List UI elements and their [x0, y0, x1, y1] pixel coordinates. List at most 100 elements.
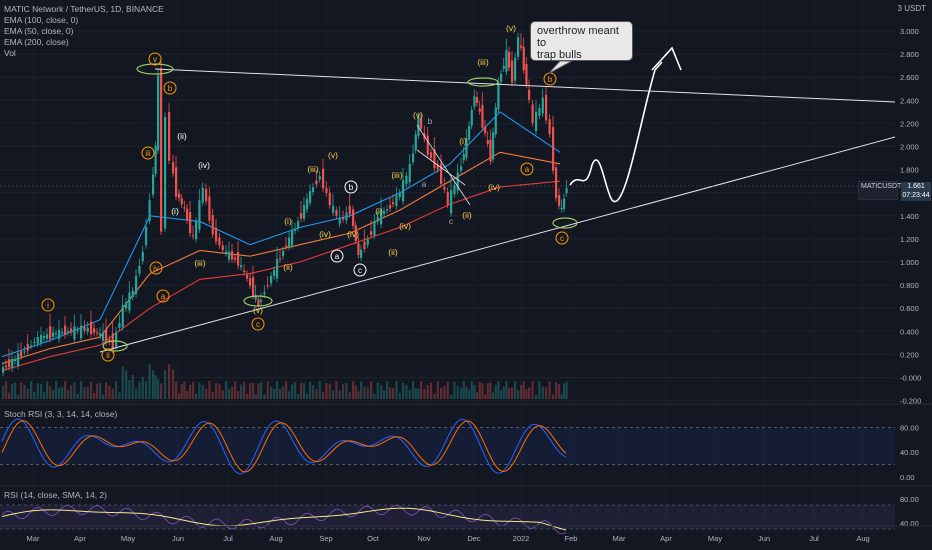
- candle-body: [502, 66, 505, 69]
- volume-bar: [240, 384, 243, 399]
- stoch-k-line: [1, 418, 567, 475]
- candle-body: [440, 163, 443, 185]
- indicator-ema200[interactable]: EMA (200, close): [4, 37, 69, 47]
- candle-body: [90, 321, 93, 335]
- candle-body: [408, 164, 411, 183]
- wave-label-c-small: c: [449, 216, 454, 226]
- candle-body: [446, 191, 449, 205]
- volume-bar: [243, 381, 246, 399]
- price-tag-symbol: MATICUSDT: [861, 183, 902, 190]
- candle-body: [243, 270, 246, 273]
- volume-bar: [152, 370, 155, 399]
- candle-body: [46, 334, 49, 339]
- volume-bar: [456, 386, 459, 399]
- candle-body: [58, 329, 61, 340]
- candle-body: [460, 166, 463, 171]
- price-tick-label: 0.800: [900, 281, 919, 290]
- candle-body: [470, 109, 473, 126]
- time-tick-label: May: [121, 534, 135, 543]
- wave-label-ii-yellow3: (ii): [462, 210, 472, 220]
- volume-bar: [470, 381, 473, 399]
- wave-label-v-yellow3: (v): [413, 110, 423, 120]
- price-tick-label: -0.200: [900, 397, 921, 406]
- candle-body: [380, 209, 383, 225]
- indicator-ema50[interactable]: EMA (50, close, 0): [4, 26, 74, 36]
- volume-bar: [279, 389, 282, 399]
- candle-body: [436, 164, 439, 170]
- volume-bar: [462, 381, 465, 399]
- volume-bar: [505, 381, 508, 399]
- volume-bar: [154, 375, 157, 399]
- candle-body: [456, 172, 459, 191]
- indicator-vol[interactable]: Vol: [4, 48, 16, 58]
- candle-body: [61, 331, 64, 334]
- candle-body: [172, 162, 175, 174]
- projection-path: [569, 61, 663, 203]
- candle-body: [402, 179, 405, 202]
- time-tick-label: Aug: [269, 534, 282, 543]
- volume-bar: [20, 382, 23, 399]
- volume-bar: [208, 381, 211, 399]
- candle-body: [141, 251, 144, 262]
- volume-bar: [270, 386, 273, 399]
- wave-label-a: a: [161, 292, 166, 301]
- candle-body: [83, 326, 86, 331]
- candle-body: [52, 332, 55, 337]
- volume-bar: [522, 381, 525, 399]
- time-tick-label: Feb: [565, 534, 578, 543]
- candle-body: [8, 359, 11, 368]
- candle-body: [414, 134, 417, 151]
- candle-body: [208, 196, 211, 221]
- candle-body: [332, 205, 335, 213]
- volume-bar: [514, 381, 517, 399]
- wave-label-b-white: b: [349, 183, 354, 192]
- volume-bar: [125, 370, 128, 399]
- volume-bar: [520, 385, 523, 399]
- candle-body: [70, 328, 73, 333]
- volume-bar: [249, 383, 252, 399]
- volume-bar: [373, 393, 376, 399]
- candle-body: [108, 339, 111, 342]
- wedge-line: [416, 124, 471, 206]
- price-tick-label: 0.400: [900, 327, 919, 336]
- wave-label-iv-yellow2: (iv): [347, 229, 359, 239]
- volume-bar: [541, 386, 544, 399]
- stoch-tick-label: 40.00: [900, 448, 919, 457]
- upper-trendline: [154, 68, 896, 103]
- volume-bar: [476, 392, 479, 399]
- wave-ellipse: [102, 340, 128, 352]
- candle-body: [297, 221, 300, 229]
- wave-label-v-yellow: (v): [328, 150, 338, 160]
- candlesticks[interactable]: [2, 32, 568, 377]
- volume-bar: [80, 381, 83, 399]
- price-tick-label: 1.000: [900, 258, 919, 267]
- candle-body: [558, 195, 561, 206]
- volume-bar: [370, 381, 373, 399]
- stoch-label[interactable]: Stoch RSI (3, 3, 14, 14, close): [4, 409, 118, 419]
- wave-label-iii-yellow2: (iii): [307, 164, 318, 174]
- candle-body: [525, 64, 528, 85]
- candle-body: [215, 227, 218, 242]
- candle-body: [484, 126, 487, 134]
- indicator-ema100[interactable]: EMA (100, close, 0): [4, 15, 79, 25]
- candle-body: [420, 118, 423, 129]
- volume-bar: [234, 381, 237, 399]
- candle-body: [279, 258, 282, 260]
- candle-body: [93, 328, 96, 333]
- volume-bar: [357, 391, 360, 399]
- volume-bar: [8, 392, 11, 399]
- wave-label-iii-yellow4: (iii): [477, 57, 488, 67]
- callout-line-2: trap bulls: [537, 49, 582, 61]
- symbol-line[interactable]: MATIC Network / TetherUS, 1D, BINANCE: [4, 4, 164, 14]
- candle-body: [357, 243, 360, 256]
- rsi-label[interactable]: RSI (14, close, SMA, 14, 2): [4, 490, 107, 500]
- candle-body: [348, 205, 351, 215]
- wave-label-iii-yellow3: (iii): [391, 170, 402, 180]
- annotation-callout[interactable]: overthrow meant to trap bulls: [530, 21, 633, 61]
- volume-bar: [500, 390, 503, 399]
- volume-bar: [189, 384, 192, 399]
- wave-label-i-yellow: (i): [284, 216, 292, 226]
- candle-body: [237, 252, 240, 266]
- volume-bar: [160, 383, 163, 399]
